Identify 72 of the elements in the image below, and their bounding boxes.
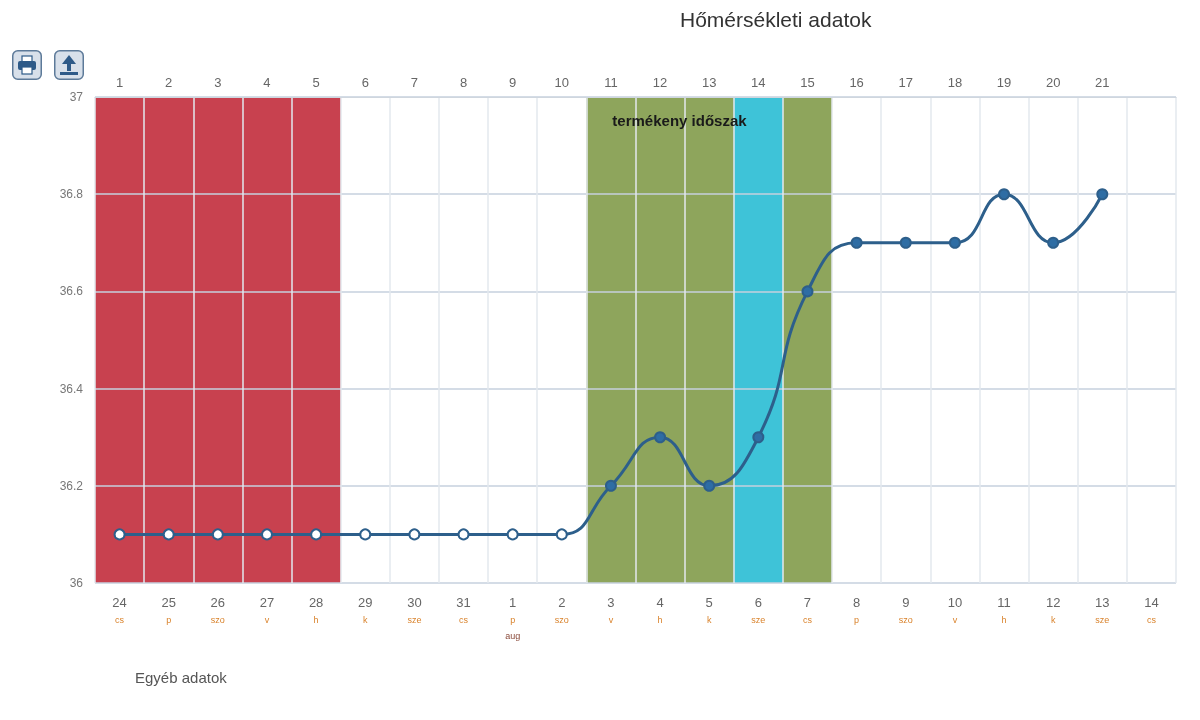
point xyxy=(359,528,372,541)
point xyxy=(506,528,519,541)
x-tick-label: 24 cs xyxy=(112,594,127,625)
x-tick-label: 26 szo xyxy=(210,594,226,625)
x-tick-label: 11 h xyxy=(997,594,1011,625)
x2-tick-label: 1 xyxy=(115,75,124,90)
x2-tick-label: 3 xyxy=(214,75,222,90)
x2-tick-label: 13 xyxy=(701,75,717,90)
x2-tick-label: 2 xyxy=(165,75,173,90)
y-tick-label: 36 xyxy=(69,576,84,590)
x2-tick-label: 7 xyxy=(410,75,418,90)
x2-tick-label: 14 xyxy=(751,75,766,90)
x-tick-label: 9 szo xyxy=(898,594,913,625)
point xyxy=(998,188,1011,201)
point xyxy=(310,528,323,541)
x-tick-label: 13 sze xyxy=(1095,594,1110,625)
x2-tick-label: 5 xyxy=(312,75,320,90)
x-tick-label: 2 szo xyxy=(554,594,569,625)
point xyxy=(948,236,961,249)
x-tick-label: 31 cs xyxy=(456,594,471,625)
x2-tick-label: 11 xyxy=(604,75,618,90)
point xyxy=(850,236,863,249)
point xyxy=(604,479,617,492)
y-tick-label: 36.8 xyxy=(59,187,84,202)
point xyxy=(555,528,568,541)
x2-tick-label: 19 xyxy=(996,75,1012,90)
x-tick-label: 29 k xyxy=(358,594,373,625)
x-tick-label: 25 p xyxy=(161,594,176,625)
x2-tick-label: 16 xyxy=(849,75,864,90)
y-tick-label: 36.6 xyxy=(59,284,84,299)
x-tick-label: 10 v xyxy=(947,594,963,625)
x-tick-label: 3 v xyxy=(607,594,615,625)
point xyxy=(457,528,470,541)
y-tick-label: 36.2 xyxy=(59,478,84,493)
x2-tick-label: 8 xyxy=(459,75,468,90)
point xyxy=(801,285,814,298)
x2-tick-label: 21 xyxy=(1095,75,1110,90)
text: Egyéb adatok xyxy=(135,669,228,686)
x-tick-label: 4 h xyxy=(656,594,664,625)
x2-tick-label: 20 xyxy=(1045,75,1061,90)
x-tick-label: 14 cs xyxy=(1144,594,1159,625)
x2-tick-label: 10 xyxy=(554,75,570,90)
x-tick-label: 12 k xyxy=(1045,594,1061,625)
chart-title: Hőmérsékleti adatok xyxy=(680,8,872,31)
point xyxy=(408,528,421,541)
point xyxy=(752,431,765,444)
point xyxy=(211,528,224,541)
x2-tick-label: 9 xyxy=(509,75,517,90)
point xyxy=(654,431,667,444)
point xyxy=(113,528,126,541)
x-tick-label: 30 sze xyxy=(407,594,422,625)
x2-tick-label: 18 xyxy=(947,75,963,90)
x2-tick-label: 15 xyxy=(800,75,815,90)
point xyxy=(703,479,716,492)
x2-tick-label: 17 xyxy=(898,75,913,90)
x-tick-label: 5 k xyxy=(705,594,713,625)
y-tick-label: 36.4 xyxy=(59,381,84,396)
y-tick-label: 37 xyxy=(69,90,84,104)
x-tick-label: 6 sze xyxy=(751,594,766,625)
x-tick-label: 7 cs xyxy=(802,594,813,625)
point xyxy=(260,528,273,541)
x-tick-label: 28 h xyxy=(308,594,324,625)
point xyxy=(1047,236,1060,249)
point xyxy=(899,236,912,249)
point xyxy=(162,528,175,541)
x2-tick-label: 4 xyxy=(263,75,271,90)
x2-tick-label: 12 xyxy=(652,75,668,90)
point xyxy=(1096,188,1109,201)
x-tick-label: 8 p xyxy=(853,594,861,625)
x-tick-label: 1 p aug xyxy=(505,594,521,641)
x2-tick-label: 6 xyxy=(361,75,369,90)
x-tick-label: 27 v xyxy=(259,594,275,625)
